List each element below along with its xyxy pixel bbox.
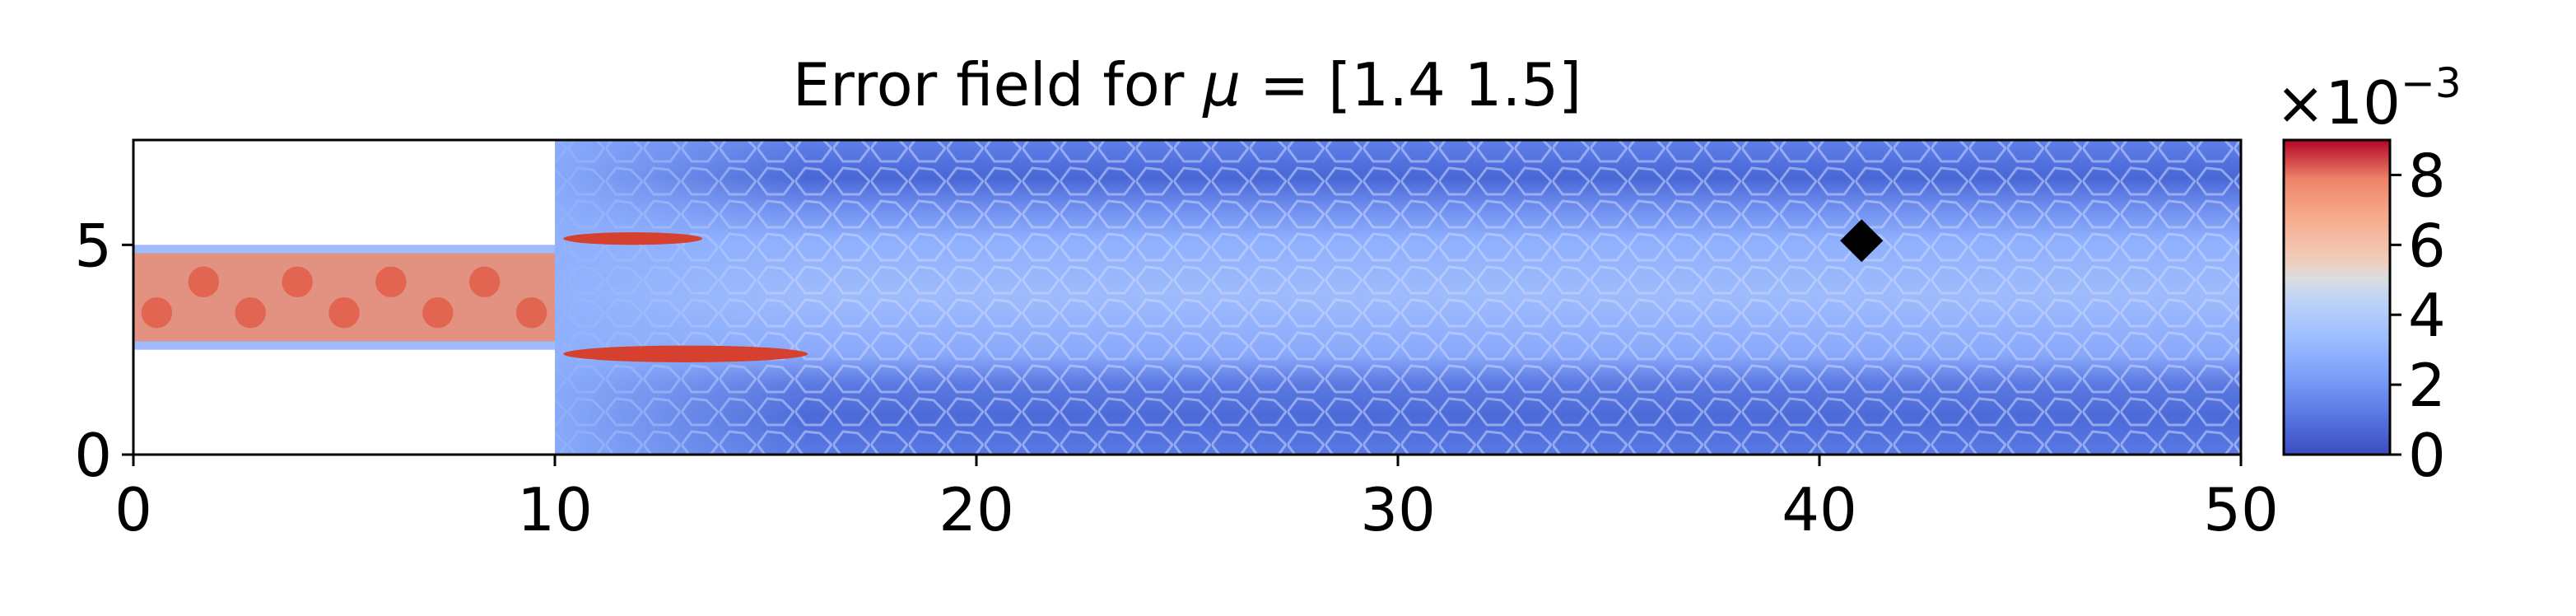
colorbar	[2282, 138, 2392, 456]
heatmap-plot-area	[133, 140, 2241, 455]
colorbar-scale-label: ×10−3	[2276, 59, 2462, 138]
inlet-hotspot-cell	[141, 297, 173, 329]
inlet-hotspot-cell	[422, 297, 454, 329]
x-tick-label: 0	[114, 475, 152, 544]
inlet-hotspot-cell	[188, 266, 220, 298]
colorbar-scale-base: ×10	[2276, 68, 2401, 138]
x-tick-label: 20	[939, 475, 1014, 544]
y-tick-label: 0	[74, 421, 112, 490]
inlet-hotspot-cell	[515, 297, 547, 329]
axes-frame	[132, 138, 2243, 456]
x-tick-label: 40	[1782, 475, 1857, 544]
chart-title: Error field for μ = [1.4 1.5]	[793, 50, 1582, 119]
y-tick-label: 5	[74, 211, 112, 280]
channel-entrance-glow	[555, 140, 808, 455]
inlet-hotspot-cell	[468, 266, 501, 298]
colorbar-tick-label: 2	[2408, 351, 2446, 420]
colorbar-tick-label: 8	[2408, 141, 2446, 210]
main-channel-cell-texture	[555, 140, 2241, 455]
colorbar-scale-exponent: −3	[2401, 59, 2462, 107]
colorbar-tick-label: 0	[2408, 421, 2446, 490]
hotspot-group	[133, 232, 808, 362]
diamond-marker	[1840, 219, 1884, 263]
inlet-hotspot-cell	[328, 297, 360, 329]
inlet-hotspot-cell	[235, 297, 266, 329]
wall-hotspot	[563, 345, 808, 362]
wall-hotspot	[563, 232, 703, 245]
x-tick-label: 30	[1360, 475, 1436, 544]
x-tick-label: 50	[2203, 475, 2279, 544]
inlet-hotspot-cell	[282, 266, 313, 298]
colorbar-tick-label: 4	[2408, 281, 2446, 350]
inlet-hotspot-cell	[375, 266, 407, 298]
chart-title-symbol: μ	[1202, 50, 1241, 119]
chart-title-suffix: = [1.4 1.5]	[1241, 50, 1581, 119]
colorbar-tick-label: 6	[2408, 211, 2446, 280]
chart-title-prefix: Error field for	[793, 50, 1204, 119]
x-axis-ticks: 0 10 20 30 40 50	[114, 455, 2279, 544]
y-axis-ticks: 05	[74, 211, 133, 490]
x-tick-label: 10	[517, 475, 593, 544]
